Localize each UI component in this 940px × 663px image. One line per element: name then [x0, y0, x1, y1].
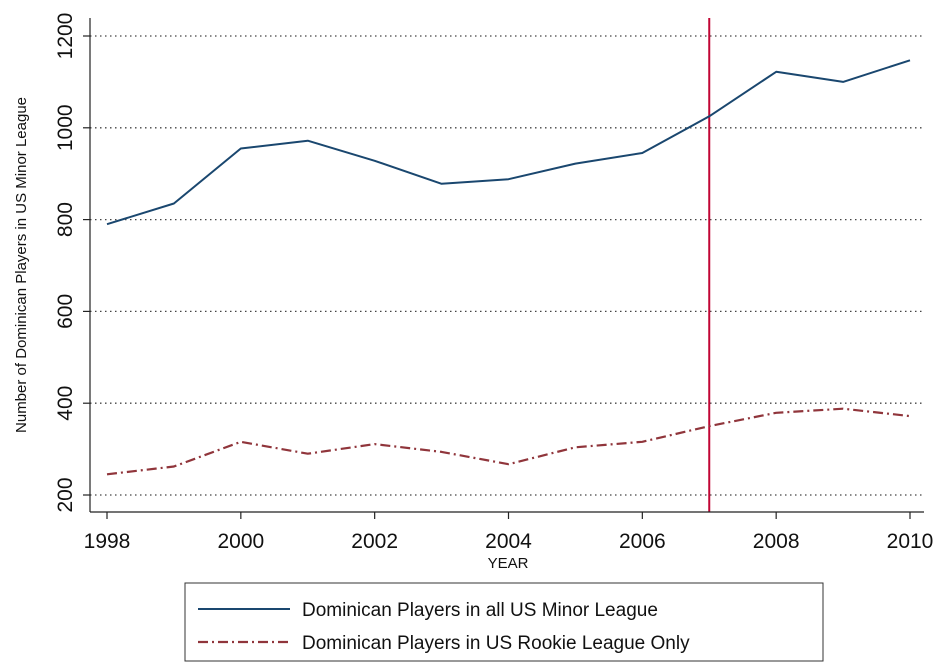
series-line-rookie-league	[106, 407, 911, 476]
y-axis-title: Number of Dominican Players in US Minor …	[13, 97, 30, 433]
x-tick-label-2004: 2004	[485, 530, 532, 553]
y-tick-label-200: 200	[54, 477, 77, 512]
x-tick-label-2000: 2000	[217, 530, 264, 553]
legend-box	[184, 582, 824, 662]
grid-lines	[90, 35, 924, 496]
x-tick-label-1998: 1998	[84, 530, 131, 553]
x-tick-label-2008: 2008	[753, 530, 800, 553]
y-tick-label-400: 400	[54, 386, 77, 421]
series-lines	[106, 59, 911, 476]
legend: Dominican Players in all US Minor League…	[184, 582, 824, 662]
y-tick-label-600: 600	[54, 294, 77, 329]
y-tick-label-1200: 1200	[54, 13, 77, 60]
legend-label-minor-league: Dominican Players in all US Minor League	[302, 600, 658, 621]
x-tick-label-2010: 2010	[887, 530, 934, 553]
y-tick-label-800: 800	[54, 202, 77, 237]
series-line-minor-league	[106, 59, 911, 226]
axes	[83, 18, 924, 519]
legend-label-rookie-league: Dominican Players in US Rookie League On…	[302, 633, 690, 654]
x-axis-title: YEAR	[488, 555, 529, 572]
x-tick-label-2002: 2002	[351, 530, 398, 553]
tick-labels: 200 400 600 800 1000 1200 1998 2000 2002 2004 2006…	[54, 13, 933, 553]
y-tick-label-1000: 1000	[54, 104, 77, 151]
x-tick-label-2006: 2006	[619, 530, 666, 553]
